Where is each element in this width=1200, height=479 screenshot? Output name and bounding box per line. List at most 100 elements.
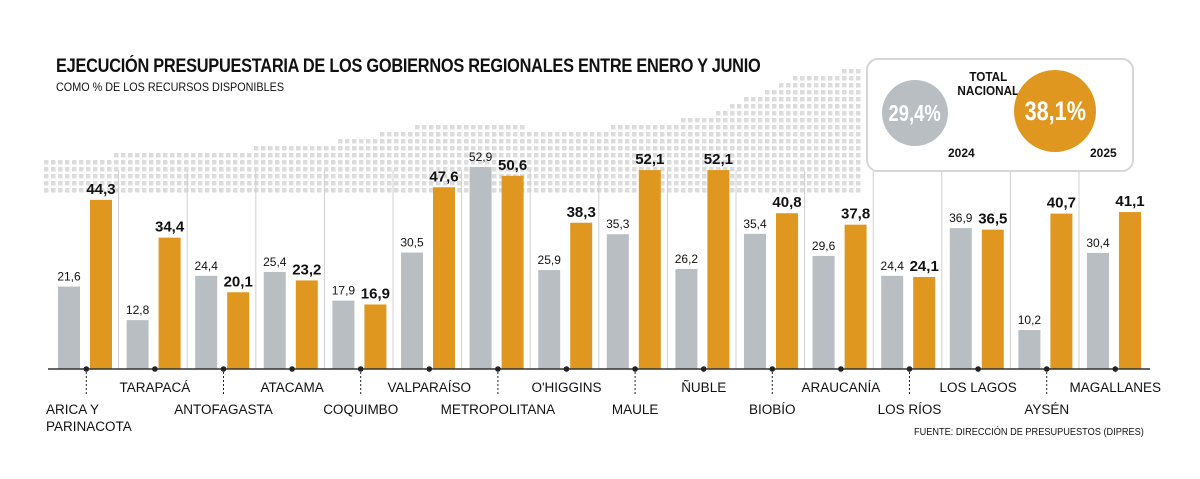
map-dot [331,167,336,172]
map-dot [807,160,812,165]
map-dot [184,181,189,186]
map-dot [359,188,364,193]
map-dot [856,181,861,186]
map-dot [233,167,238,172]
map-dot [667,132,672,137]
map-dot [723,125,728,130]
map-dot [765,118,770,123]
map-dot [695,153,700,158]
map-dot [786,174,791,179]
map-dot [240,153,245,158]
bar-2025 [364,304,387,369]
map-dot [485,132,490,137]
map-dot [268,146,273,151]
value-label-2024: 35,3 [606,217,630,231]
map-dot [821,90,826,95]
map-dot [849,139,854,144]
map-dot [709,125,714,130]
bar-2025 [844,224,867,369]
map-dot [387,146,392,151]
map-dot [212,160,217,165]
map-dot [310,153,315,158]
map-dot [793,118,798,123]
map-dot [401,160,406,165]
map-dot [226,181,231,186]
map-dot [618,181,623,186]
map-dot [737,174,742,179]
map-dot [156,153,161,158]
map-dot [583,174,588,179]
total-2025-circle: 38,1% [1014,70,1096,152]
map-dot [569,153,574,158]
value-label-2024: 25,9 [538,253,562,267]
map-dot [674,188,679,193]
map-dot [240,167,245,172]
map-dot [499,181,504,186]
map-dot [807,125,812,130]
map-dot [436,181,441,186]
map-dot [387,181,392,186]
map-dot [107,188,112,193]
map-dot [44,167,49,172]
map-dot [800,181,805,186]
map-dot [205,181,210,186]
map-dot [730,153,735,158]
map-dot [856,160,861,165]
map-dot [828,153,833,158]
map-dot [758,104,763,109]
map-dot [849,153,854,158]
map-dot [604,188,609,193]
map-dot [779,160,784,165]
map-dot [800,167,805,172]
map-dot [625,188,630,193]
map-dot [275,160,280,165]
map-dot [366,181,371,186]
map-dot [730,160,735,165]
map-dot [51,181,56,186]
map-dot [562,174,567,179]
map-dot [191,167,196,172]
map-dot [681,174,686,179]
map-dot [275,153,280,158]
map-dot [429,181,434,186]
map-dot [611,174,616,179]
map-dot [639,139,644,144]
map-dot [730,181,735,186]
map-dot [835,97,840,102]
map-dot [723,118,728,123]
map-dot [835,174,840,179]
map-dot [744,174,749,179]
map-dot [93,160,98,165]
map-dot [527,146,532,151]
map-dot [653,153,658,158]
map-dot [184,160,189,165]
map-dot [212,167,217,172]
map-dot [401,188,406,193]
map-dot [534,174,539,179]
map-dot [170,174,175,179]
map-dot [751,160,756,165]
map-dot [394,139,399,144]
map-dot [79,188,84,193]
map-dot [842,125,847,130]
map-dot [142,174,147,179]
map-dot [450,174,455,179]
map-dot [849,132,854,137]
map-dot [856,188,861,193]
map-dot [856,104,861,109]
bar-2025 [501,175,524,369]
map-dot [807,181,812,186]
map-dot [387,132,392,137]
map-dot [632,153,637,158]
bar-2025 [638,170,661,369]
map-dot [149,181,154,186]
map-dot [849,188,854,193]
total-label-line2: NACIONAL [957,83,1020,98]
tick-dot [632,366,638,372]
map-dot [317,188,322,193]
map-dot [646,153,651,158]
map-dot [821,146,826,151]
map-dot [380,146,385,151]
map-dot [849,118,854,123]
map-dot [625,160,630,165]
